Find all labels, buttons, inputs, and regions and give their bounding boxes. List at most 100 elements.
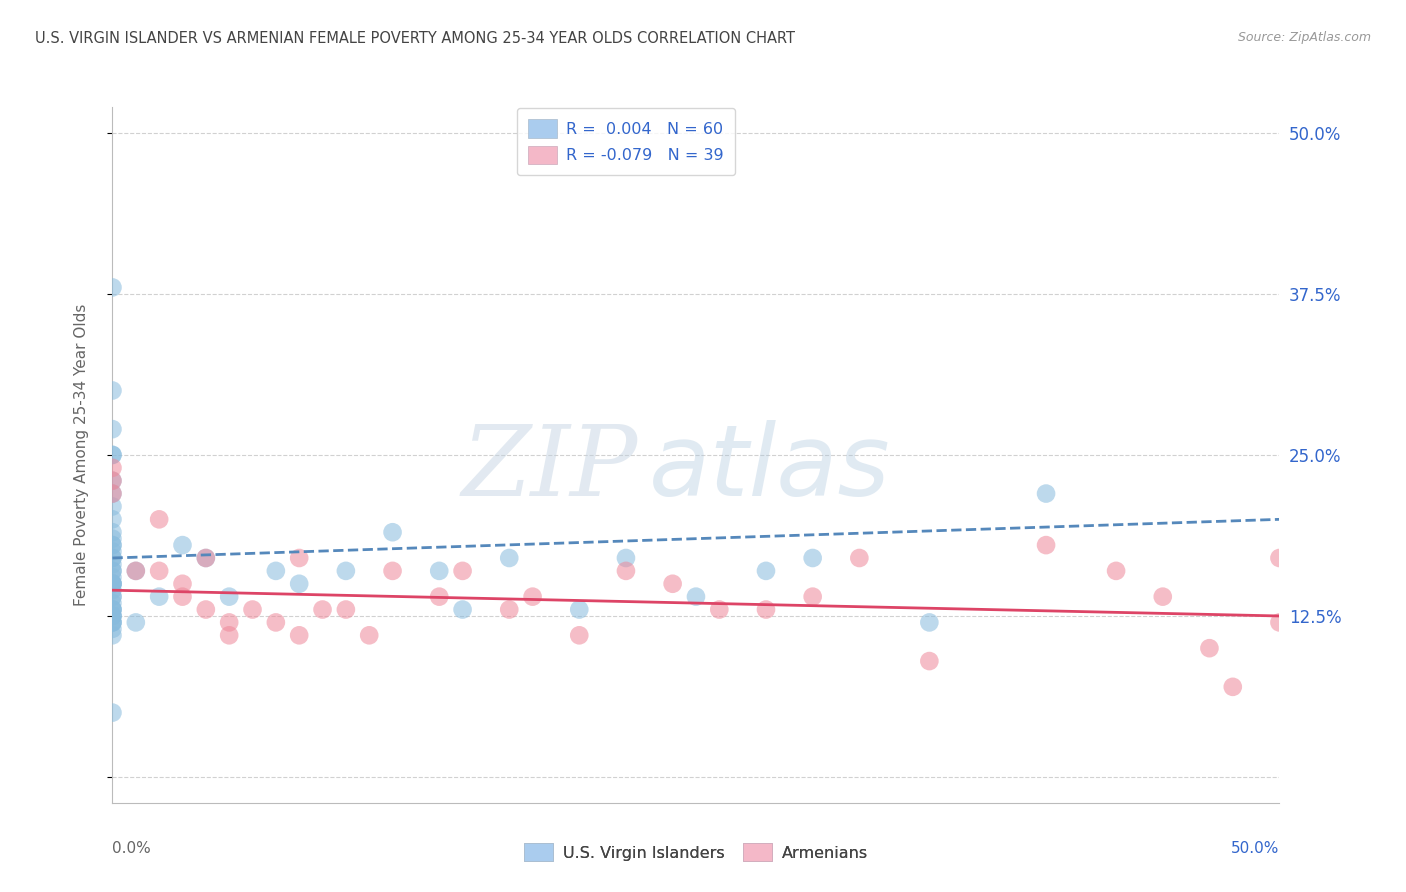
Point <box>101 706 124 720</box>
Point <box>218 615 240 630</box>
Point <box>125 564 148 578</box>
Point <box>335 564 357 578</box>
Point <box>101 486 124 500</box>
Point <box>1268 615 1291 630</box>
Point <box>242 602 264 616</box>
Point <box>614 551 637 566</box>
Point <box>101 609 124 624</box>
Point <box>498 602 520 616</box>
Point <box>801 551 824 566</box>
Point <box>172 576 194 591</box>
Point <box>101 615 124 630</box>
Point <box>218 590 240 604</box>
Point <box>427 590 450 604</box>
Point <box>101 448 124 462</box>
Point <box>101 384 124 398</box>
Point <box>1222 680 1244 694</box>
Point <box>359 628 381 642</box>
Point <box>101 500 124 514</box>
Point <box>101 538 124 552</box>
Text: U.S. VIRGIN ISLANDER VS ARMENIAN FEMALE POVERTY AMONG 25-34 YEAR OLDS CORRELATIO: U.S. VIRGIN ISLANDER VS ARMENIAN FEMALE … <box>35 31 796 46</box>
Text: Source: ZipAtlas.com: Source: ZipAtlas.com <box>1237 31 1371 45</box>
Point <box>101 538 124 552</box>
Text: 0.0%: 0.0% <box>112 841 152 856</box>
Point <box>101 474 124 488</box>
Point <box>918 654 941 668</box>
Point <box>101 474 124 488</box>
Point <box>1198 641 1220 656</box>
Legend: U.S. Virgin Islanders, Armenians: U.S. Virgin Islanders, Armenians <box>517 837 875 868</box>
Point <box>101 576 124 591</box>
Point <box>1105 564 1128 578</box>
Point <box>101 532 124 546</box>
Point <box>101 590 124 604</box>
Point <box>498 551 520 566</box>
Point <box>194 551 217 566</box>
Point <box>311 602 333 616</box>
Point <box>101 602 124 616</box>
Point <box>288 628 311 642</box>
Point <box>101 422 124 436</box>
Point <box>1152 590 1174 604</box>
Point <box>522 590 544 604</box>
Point <box>264 564 287 578</box>
Point <box>568 602 591 616</box>
Point <box>101 544 124 558</box>
Point <box>101 583 124 598</box>
Point <box>335 602 357 616</box>
Point <box>101 628 124 642</box>
Point <box>101 576 124 591</box>
Point <box>101 551 124 566</box>
Point <box>264 615 287 630</box>
Text: 50.0%: 50.0% <box>1232 841 1279 856</box>
Point <box>101 596 124 610</box>
Point <box>101 551 124 566</box>
Point <box>148 590 170 604</box>
Point <box>848 551 870 566</box>
Point <box>101 448 124 462</box>
Y-axis label: Female Poverty Among 25-34 Year Olds: Female Poverty Among 25-34 Year Olds <box>75 304 89 606</box>
Point <box>614 564 637 578</box>
Point <box>218 628 240 642</box>
Point <box>101 576 124 591</box>
Point <box>801 590 824 604</box>
Point <box>288 576 311 591</box>
Point <box>172 590 194 604</box>
Point <box>755 564 778 578</box>
Point <box>661 576 683 591</box>
Point <box>194 551 217 566</box>
Point <box>194 602 217 616</box>
Point <box>381 525 404 540</box>
Point <box>101 615 124 630</box>
Point <box>101 602 124 616</box>
Point <box>101 576 124 591</box>
Point <box>451 564 474 578</box>
Point <box>101 558 124 572</box>
Point <box>148 512 170 526</box>
Point <box>101 609 124 624</box>
Point <box>381 564 404 578</box>
Text: ZIP: ZIP <box>461 421 638 516</box>
Point <box>101 609 124 624</box>
Point <box>101 564 124 578</box>
Point <box>101 512 124 526</box>
Point <box>172 538 194 552</box>
Point <box>148 564 170 578</box>
Point <box>918 615 941 630</box>
Point <box>101 486 124 500</box>
Point <box>101 602 124 616</box>
Point <box>101 564 124 578</box>
Point <box>101 570 124 584</box>
Point <box>685 590 707 604</box>
Point <box>101 622 124 636</box>
Point <box>125 615 148 630</box>
Point <box>101 460 124 475</box>
Point <box>288 551 311 566</box>
Point <box>427 564 450 578</box>
Point <box>101 525 124 540</box>
Point <box>568 628 591 642</box>
Point <box>125 564 148 578</box>
Point <box>451 602 474 616</box>
Point <box>101 590 124 604</box>
Point <box>1035 538 1057 552</box>
